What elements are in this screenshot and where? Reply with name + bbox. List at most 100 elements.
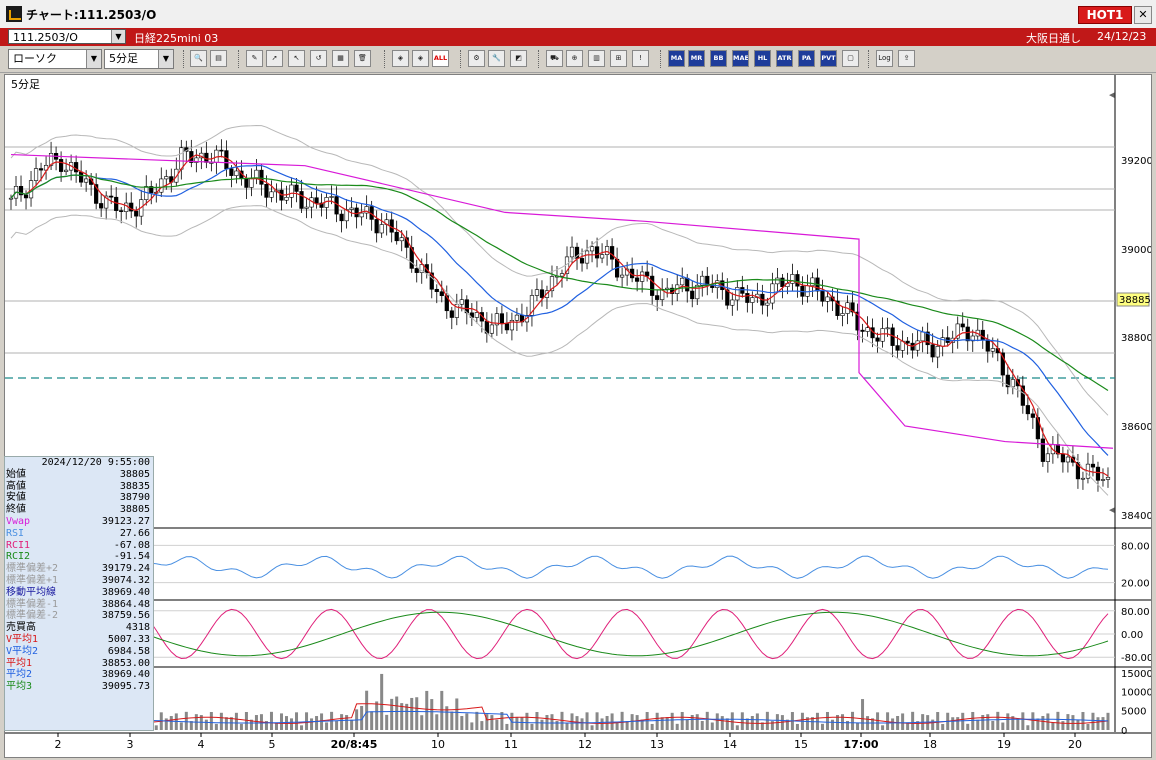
symbol-input[interactable]: 111.2503/O ▼ <box>8 29 126 44</box>
candle-body <box>1095 466 1101 481</box>
export-icon[interactable]: ⇪ <box>898 50 915 67</box>
volume-bar <box>991 720 995 730</box>
info-row: Vwap 39123.27 <box>5 516 153 528</box>
chevron-down-icon[interactable]: ▼ <box>158 50 173 68</box>
volume-bar <box>871 718 875 730</box>
volume-bar <box>720 716 724 730</box>
volume-bar <box>966 723 970 730</box>
cart-icon[interactable]: ⛟ <box>546 50 563 67</box>
price-tick-label: 39000 <box>1121 245 1151 256</box>
marker2-icon[interactable]: ◈ <box>412 50 429 67</box>
volume-bar <box>480 721 484 730</box>
ma-icon[interactable]: MA <box>668 50 685 67</box>
chevron-down-icon[interactable]: ▼ <box>86 50 101 68</box>
volume-bar <box>886 712 890 730</box>
current-price-label: 38885 <box>1119 295 1151 306</box>
candle-body <box>449 310 454 318</box>
volume-bar <box>1016 718 1020 730</box>
mr-icon[interactable]: MR <box>688 50 705 67</box>
symbol-bar <box>0 28 1156 46</box>
volume-bar <box>520 717 524 730</box>
chart-type-select[interactable]: ローソク ▼ <box>8 49 102 69</box>
volume-bar <box>425 690 429 730</box>
pen-icon[interactable]: ✎ <box>246 50 263 67</box>
info-label: 標準偏差-2 <box>6 610 59 622</box>
candle-body <box>745 293 750 303</box>
x-tick-label: 20/8:45 <box>331 738 378 751</box>
volume-bar <box>700 720 704 730</box>
candle-body <box>589 246 595 252</box>
candle-body <box>504 323 510 331</box>
candle-body <box>229 168 234 176</box>
current-price-box <box>1116 292 1150 307</box>
close-button[interactable]: ✕ <box>1134 6 1152 24</box>
volume-bar <box>695 714 699 730</box>
volume-bar <box>370 711 374 730</box>
info-datetime: 2024/12/20 9:55:00 <box>41 457 150 468</box>
memo-icon[interactable]: ▦ <box>332 50 349 67</box>
candle-body <box>249 177 254 188</box>
log-icon[interactable]: Log <box>876 50 893 67</box>
chart-icon[interactable]: ▥ <box>588 50 605 67</box>
hl-icon[interactable]: HL <box>754 50 771 67</box>
wrench-icon[interactable]: 🔧 <box>488 50 505 67</box>
volume-bar <box>745 718 749 730</box>
layout-icon[interactable]: ▤ <box>210 50 227 67</box>
candle-body <box>304 206 309 209</box>
candle-body <box>955 323 960 339</box>
hot-button[interactable]: HOT1 <box>1078 6 1132 24</box>
volume-bar <box>530 723 534 730</box>
volume-bar <box>670 712 674 730</box>
volume-bar <box>851 711 855 730</box>
candle-body <box>795 274 800 287</box>
scroll-down-icon: ◀ <box>1109 506 1115 514</box>
undo-icon[interactable]: ↺ <box>310 50 327 67</box>
info-value: 38805 <box>119 504 150 516</box>
volume-bar <box>340 714 344 730</box>
pvt-icon[interactable]: PVT <box>820 50 837 67</box>
search-icon[interactable]: 🔍 <box>190 50 207 67</box>
candle-body <box>1105 476 1111 480</box>
candle-body <box>129 202 134 212</box>
volume-bar <box>730 712 734 730</box>
alert-icon[interactable]: ! <box>632 50 649 67</box>
chevron-down-icon[interactable]: ▼ <box>111 30 125 43</box>
chart-canvas[interactable]: 5分足 39200 39000 38800 38600 38400 38885 ◀ ◀ 80.00… <box>5 75 1151 757</box>
candle-body <box>414 268 419 273</box>
settings-icon[interactable]: ⚙ <box>468 50 485 67</box>
volume-bar <box>450 711 454 730</box>
fib-icon[interactable]: ⊞ <box>610 50 627 67</box>
draw-icon[interactable]: ➚ <box>266 50 283 67</box>
info-datetime-row: 2024/12/20 9:55:00 <box>5 457 153 469</box>
zoom-icon[interactable]: ⊕ <box>566 50 583 67</box>
palette-icon[interactable]: ◩ <box>510 50 527 67</box>
pa-icon[interactable]: PA <box>798 50 815 67</box>
volume-bar <box>951 717 955 730</box>
candle-body <box>454 303 459 318</box>
volume-bar <box>936 712 940 730</box>
candle-body <box>434 288 439 292</box>
cursor-icon[interactable]: ↖ <box>288 50 305 67</box>
volume-bar <box>1071 715 1075 730</box>
volume-bar <box>224 717 228 730</box>
info-value: 39095.73 <box>101 681 150 693</box>
atr-icon[interactable]: ATR <box>776 50 793 67</box>
timeframe-select[interactable]: 5分足 ▼ <box>104 49 174 69</box>
info-value: 38969.40 <box>101 669 150 681</box>
chart-area[interactable]: 5分足 39200 39000 38800 38600 38400 38885 ◀ ◀ 80.00… <box>4 74 1152 758</box>
candle-body <box>124 202 129 212</box>
mae-icon[interactable]: MAE <box>732 50 749 67</box>
bb-icon[interactable]: BB <box>710 50 727 67</box>
marker-icon[interactable]: ◈ <box>392 50 409 67</box>
volume-bar <box>310 718 314 730</box>
volume-bar <box>941 723 945 730</box>
volume-bar <box>315 716 319 730</box>
info-value: 38805 <box>119 468 150 480</box>
candle-body <box>299 191 304 209</box>
all-icon[interactable]: ALL <box>432 50 449 67</box>
trash-icon[interactable]: 🗑 <box>354 50 371 67</box>
volume-bar <box>876 712 880 730</box>
candle-body <box>23 194 29 199</box>
frame-icon[interactable]: ▢ <box>842 50 859 67</box>
candle-body <box>244 178 249 188</box>
